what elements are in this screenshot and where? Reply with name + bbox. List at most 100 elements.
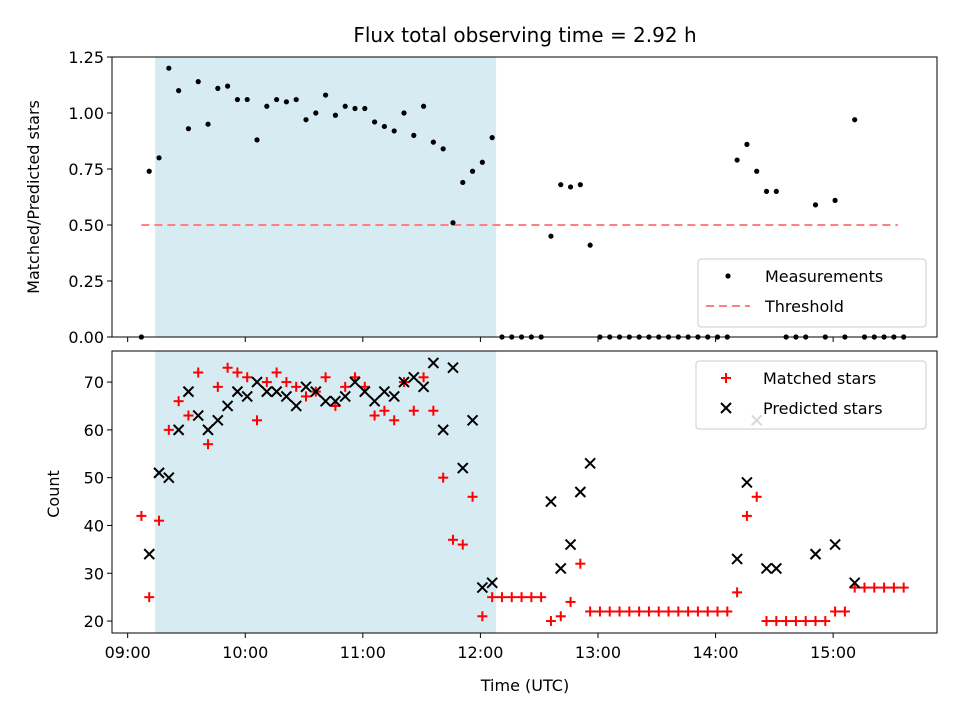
axes-frame [111, 56, 938, 338]
y-tick-label: 40 [84, 516, 104, 535]
x-tick-label: 13:00 [575, 643, 621, 662]
matched-point [790, 616, 801, 627]
matched-point [692, 606, 703, 617]
matched-point [614, 606, 625, 617]
matched-point [859, 582, 870, 593]
predicted-point [741, 476, 753, 489]
y-tick-label: 20 [84, 612, 104, 631]
legend-predicted-marker [720, 402, 732, 414]
matched-point [526, 592, 537, 603]
measurement-point [195, 79, 201, 85]
matched-point [702, 606, 713, 617]
measurement-point [391, 128, 397, 134]
predicted-point [476, 581, 489, 594]
measurement-point [313, 110, 319, 116]
predicted-point [760, 562, 773, 575]
measurement-point [146, 168, 152, 174]
predicted-point [172, 424, 185, 436]
x-tick-label: 14:00 [693, 643, 739, 662]
predicted-point [417, 381, 430, 393]
predicted-point [457, 462, 469, 474]
matched-point [136, 510, 147, 521]
legend-label: Predicted stars [763, 399, 883, 418]
predicted-point [251, 376, 263, 388]
matched-point [252, 415, 263, 426]
x-axis-label: Time (UTC) [480, 676, 569, 695]
predicted-point [221, 400, 234, 412]
matched-point [506, 592, 517, 603]
predicted-point [378, 385, 391, 398]
observing-span [155, 351, 497, 633]
predicted-point [310, 385, 322, 398]
predicted-point [192, 409, 204, 422]
measurement-point [587, 242, 593, 248]
matched-point [144, 592, 155, 603]
matched-point [418, 372, 429, 383]
measurement-point [352, 105, 358, 112]
axes-frame [111, 350, 938, 634]
measurement-point [773, 188, 779, 194]
predicted-point [545, 495, 557, 508]
measurement-point [156, 155, 162, 161]
predicted-point [280, 390, 293, 403]
predicted-point [731, 553, 743, 565]
measurement-point [166, 65, 172, 71]
predicted-point [486, 577, 498, 589]
matched-point [800, 616, 811, 627]
predicted-point [212, 414, 224, 427]
y-tick-label: 1.25 [68, 48, 104, 67]
measurement-point [548, 233, 554, 239]
matched-point [761, 616, 772, 627]
x-tick-label: 15:00 [810, 643, 856, 662]
y-tick-label: 0.75 [68, 160, 104, 179]
measurement-point [234, 96, 241, 103]
matched-point [888, 582, 899, 593]
matched-point [173, 396, 184, 407]
predicted-point [202, 424, 214, 436]
measurement-point [852, 117, 858, 123]
predicted-point [349, 376, 361, 388]
matched-point [898, 582, 909, 593]
matched-point [379, 405, 390, 416]
matched-point [183, 410, 194, 421]
predicted-point [143, 548, 155, 560]
predicted-point [555, 562, 567, 575]
measurement-point [567, 184, 574, 190]
legend-matched-marker [721, 373, 731, 383]
measurement-point [411, 132, 417, 138]
matched-point [487, 592, 498, 603]
matched-point [634, 606, 645, 617]
y-tick-label: 30 [84, 564, 104, 583]
matched-point [624, 606, 635, 617]
matched-point [839, 606, 850, 617]
measurement-point [254, 137, 260, 143]
measurement-point [489, 135, 495, 141]
matched-point [154, 515, 165, 526]
measurement-point [763, 188, 770, 194]
predicted-point [398, 376, 410, 388]
predicted-point [182, 385, 195, 398]
matched-point [467, 491, 478, 502]
measurement-point [185, 126, 192, 132]
matched-point [683, 606, 694, 617]
predicted-point [848, 577, 861, 589]
matched-point [536, 592, 547, 603]
matched-point [643, 606, 654, 617]
predicted-point [270, 385, 283, 398]
measurement-point [215, 85, 221, 91]
x-tick-label: 10:00 [222, 643, 268, 662]
matched-point [447, 534, 458, 545]
matched-point [663, 606, 674, 617]
matched-point [438, 472, 449, 483]
measurement-point [577, 182, 583, 188]
legend-label: Threshold [764, 297, 844, 316]
y-tick-label: 0.50 [68, 216, 104, 235]
measurement-point [283, 99, 290, 105]
matched-point [565, 596, 576, 607]
matched-point [555, 611, 566, 622]
measurement-point [744, 141, 750, 147]
bottom-panel: 20 30 40 50 60 70 09:00 10:00 11:00 12:00 13:00 14:… [84, 350, 938, 662]
matched-point [428, 405, 439, 416]
y-tick-label: 0.00 [68, 328, 104, 347]
matched-point [732, 587, 743, 598]
